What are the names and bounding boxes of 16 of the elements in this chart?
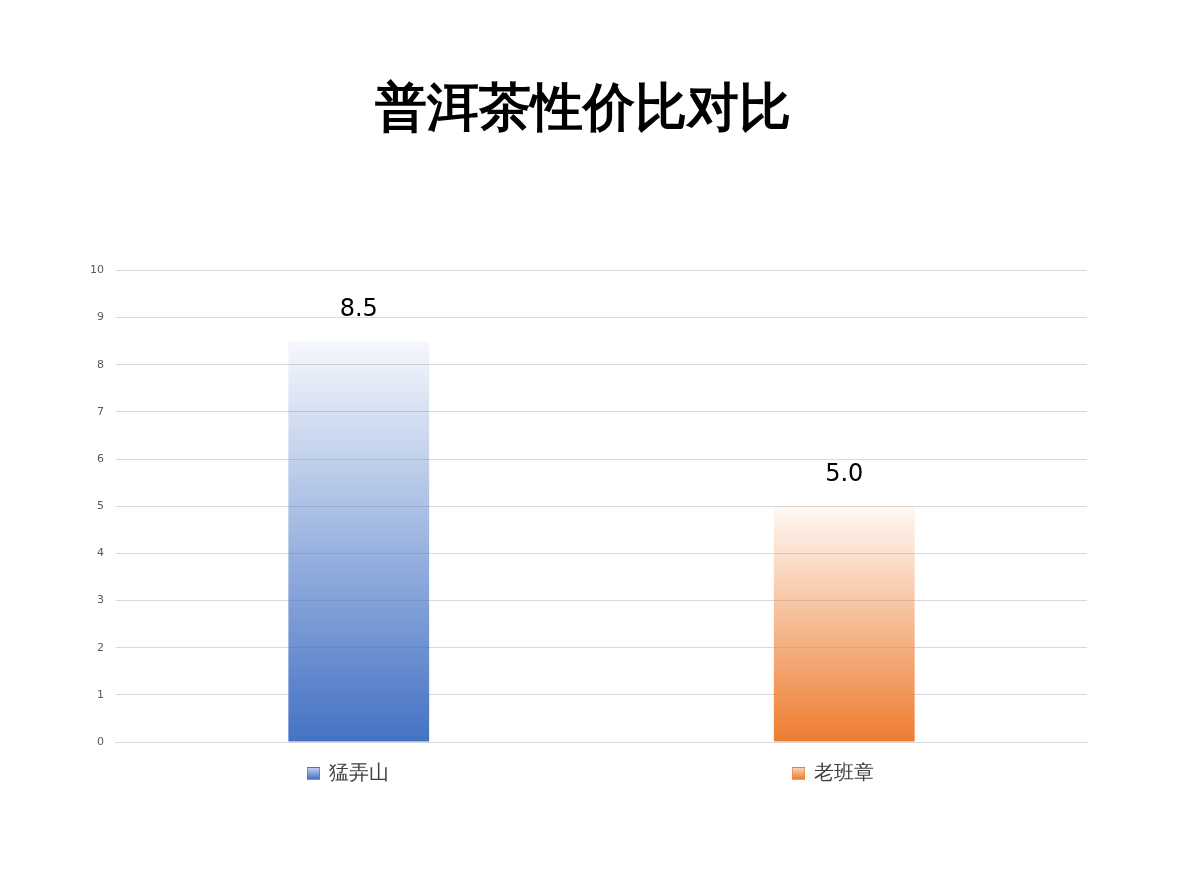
data-label: 5.0 — [825, 459, 864, 488]
y-tick-label: 6 — [97, 451, 104, 465]
data-label: 8.5 — [339, 294, 378, 323]
y-tick-label: 8 — [97, 357, 104, 371]
x-tick-label: 老班章 — [814, 760, 875, 785]
y-tick-label: 9 — [97, 310, 104, 324]
y-tick-label: 10 — [90, 263, 104, 277]
y-tick-label: 1 — [97, 687, 104, 701]
y-tick-label: 4 — [97, 546, 104, 560]
y-tick-label: 7 — [97, 404, 104, 418]
x-tick-label: 猛弄山 — [328, 760, 389, 785]
y-tick-label: 3 — [97, 593, 104, 607]
y-tick-label: 2 — [97, 640, 104, 654]
y-tick-label: 0 — [97, 734, 104, 748]
chart-title: 普洱茶性价比对比 — [374, 76, 791, 137]
y-tick-label: 5 — [97, 499, 104, 513]
